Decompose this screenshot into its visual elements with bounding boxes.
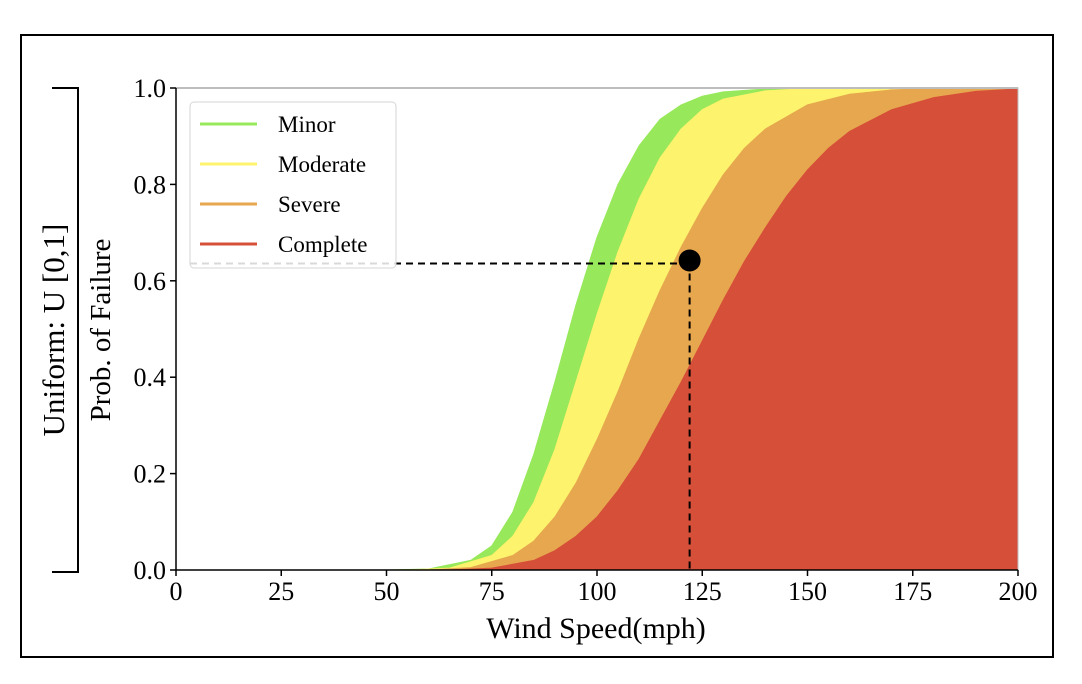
y-tick-label: 0.4: [134, 363, 167, 392]
legend-label-minor: Minor: [278, 112, 336, 137]
annotation: [190, 249, 701, 570]
x-tick-label: 100: [578, 577, 617, 606]
x-tick-label: 25: [268, 577, 294, 606]
outer-bracket: [52, 87, 79, 573]
y-tick-label: 1.0: [134, 74, 167, 103]
series-areas: [176, 87, 1019, 571]
outer-uniform-label: Uniform: U [0,1]: [36, 224, 71, 437]
y-tick-label: 0.6: [134, 267, 167, 296]
legend-label-severe: Severe: [278, 192, 341, 217]
x-tick-label: 200: [999, 577, 1038, 606]
legend-box: [189, 101, 397, 269]
legend-label-complete: Complete: [278, 232, 367, 257]
y-tick-label: 0.0: [134, 556, 167, 585]
y-axis-label: Prob. of Failure: [85, 239, 117, 422]
x-tick-label: 75: [479, 577, 505, 606]
x-axis-label: Wind Speed(mph): [486, 612, 706, 645]
y-tick-label: 0.2: [134, 460, 167, 489]
x-tick-label: 125: [683, 577, 722, 606]
axes: [175, 87, 1019, 571]
ticks: 0 25 50 75 100 125 150 175 200 0.0 0.2 0.4 0.6 0.8 1.0: [134, 74, 1038, 606]
sample-point-marker: [678, 249, 701, 272]
x-tick-label: 0: [170, 577, 183, 606]
x-tick-label: 150: [788, 577, 827, 606]
legend-label-moderate: Moderate: [278, 152, 366, 177]
legend: Minor Moderate Severe Complete: [189, 101, 397, 269]
x-tick-label: 175: [893, 577, 932, 606]
x-tick-label: 50: [374, 577, 400, 606]
series-area-complete: [176, 88, 1019, 571]
y-tick-label: 0.8: [134, 170, 167, 199]
